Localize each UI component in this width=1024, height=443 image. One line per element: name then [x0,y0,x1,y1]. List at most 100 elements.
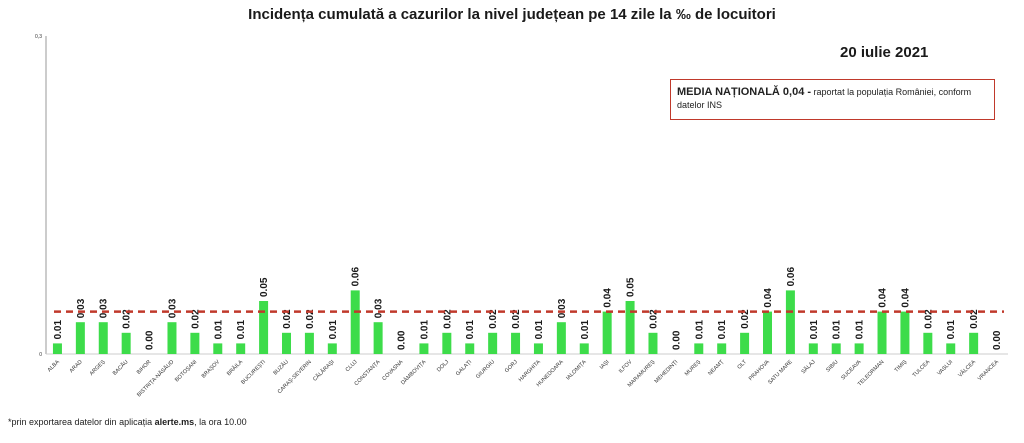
bar [373,322,383,354]
data-label: 0.01 [419,319,430,339]
bar [946,343,956,354]
y-tick-label: 0 [39,352,42,358]
bar [877,311,887,354]
data-label: 0.04 [900,288,911,308]
data-label: 0.01 [465,319,476,339]
data-label: 0.01 [809,319,820,339]
data-label: 0.02 [648,309,659,329]
data-label: 0.02 [190,309,201,329]
data-label: 0.01 [53,319,64,339]
data-label: 0.02 [923,309,934,329]
category-label: TIMIȘ [894,359,909,374]
bar [717,343,727,354]
category-label: PRAHOVA [748,359,771,382]
bar [533,343,543,354]
category-label: OLT [736,359,748,371]
bar [259,301,269,354]
category-label: SIBIU [825,359,839,373]
data-label: 0.04 [763,288,774,308]
data-label: 0.01 [717,319,728,339]
category-label: SUCEAVA [840,359,862,381]
bar [52,343,62,354]
category-label: MEHEDINȚI [654,359,680,385]
chart-date: 20 iulie 2021 [840,44,929,61]
data-label: 0.01 [580,319,591,339]
category-label: SATU MARE [767,359,794,386]
data-label: 0.03 [374,298,385,318]
data-label: 0.01 [832,319,843,339]
data-label: 0.02 [305,309,316,329]
category-label: SĂLAJ [800,358,817,375]
bar [465,343,475,354]
bar [442,332,452,354]
category-label: VRANCEA [977,359,1000,382]
category-label: BRAȘOV [201,359,222,380]
data-label: 0.06 [786,266,797,286]
data-label: 0.00 [671,330,682,350]
data-label: 0.04 [603,288,614,308]
category-label: IAȘI [599,359,611,371]
data-label: 0.00 [397,330,408,350]
bar [556,322,566,354]
data-label: 0.03 [167,298,178,318]
data-label: 0.01 [236,319,247,339]
bar [831,343,841,354]
data-label: 0.03 [557,298,568,318]
category-label: COVASNA [381,359,404,382]
data-label: 0.02 [511,309,522,329]
data-label: 0.02 [488,309,499,329]
bar [740,332,750,354]
national-average-legend: MEDIA NAȚIONALĂ 0,04 - raportat la popul… [670,79,995,120]
legend-average-value: MEDIA NAȚIONALĂ 0,04 - [677,86,812,98]
data-label: 0.01 [213,319,224,339]
footnote: *prin exportarea datelor din aplicația a… [8,417,247,427]
data-label: 0.00 [145,330,156,350]
category-label: BUCUREȘTI [240,359,267,386]
bar [694,343,704,354]
category-label: VÂLCEA [957,358,978,379]
data-label: 0.05 [259,277,270,297]
bar [304,332,314,354]
data-label: 0.02 [740,309,751,329]
category-label: TULCEA [912,359,932,379]
footnote-suffix: , la ora 10.00 [194,417,247,427]
data-label: 0.02 [122,309,133,329]
category-label: CLUJ [345,359,359,373]
bar [808,343,818,354]
category-label: ILFOV [618,359,634,375]
category-label: DOLJ [436,359,450,373]
bar [923,332,933,354]
category-label: BUZĂU [272,358,290,376]
bar [213,343,223,354]
category-label: ARGEȘ [89,359,107,377]
bar [511,332,521,354]
data-label: 0.06 [351,266,362,286]
bar [282,332,291,354]
data-label: 0.01 [328,319,339,339]
chart-title: Incidența cumulată a cazurilor la nivel … [248,6,776,23]
data-label: 0.01 [855,319,866,339]
category-label: HARGHITA [518,359,542,383]
bar [969,332,979,354]
category-label: BISTRIȚA-NĂSĂUD [135,358,175,398]
legend-average-description: raportat la populația României, conform … [677,87,972,110]
category-label: ALBA [47,359,61,373]
footnote-prefix: *prin exportarea datelor din aplicația [8,417,155,427]
data-label: 0.04 [878,288,889,308]
bar [488,332,498,354]
data-label: 0.02 [442,309,453,329]
bar [190,332,200,354]
data-label: 0.03 [76,298,87,318]
footnote-app-name: alerte.ms [154,417,195,427]
data-label: 0.02 [969,309,980,329]
data-label: 0.00 [992,330,1003,350]
category-label: ARAD [69,359,84,374]
data-label: 0.02 [282,309,293,329]
bar [121,332,131,354]
bar [785,290,795,354]
bar [625,301,635,354]
data-label: 0.03 [99,298,110,318]
y-tick-label: 0,3 [35,34,42,40]
bar [419,343,429,354]
